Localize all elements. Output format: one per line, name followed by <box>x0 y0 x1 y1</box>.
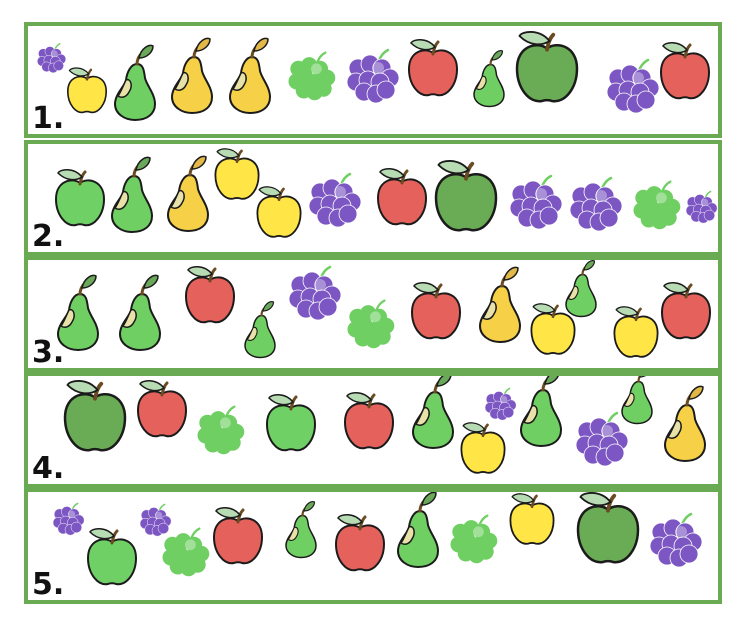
yellow-apple-icon <box>530 303 576 355</box>
purple-grapes-icon <box>649 512 703 568</box>
small-green-pear-icon <box>565 260 597 318</box>
red-apple-icon <box>212 507 264 565</box>
row-4: 4. <box>24 372 722 488</box>
yellow-pear-icon <box>228 37 272 115</box>
row-number: 4. <box>32 451 65 486</box>
row-2: 2. <box>24 140 722 256</box>
yellow-pear-icon <box>170 37 214 115</box>
small-purple-grapes-icon <box>685 190 718 224</box>
yellow-apple-icon <box>460 422 506 474</box>
large-dark-green-apple-icon <box>515 31 579 103</box>
green-pear-icon <box>519 376 563 448</box>
green-apple-icon <box>54 169 106 227</box>
green-pear-icon <box>110 156 154 234</box>
row-number: 3. <box>32 335 65 370</box>
red-apple-icon <box>184 266 236 324</box>
green-pear-icon <box>56 274 100 352</box>
small-purple-grapes-icon <box>52 502 85 536</box>
green-pear-icon <box>411 376 455 450</box>
yellow-pear-icon <box>478 266 522 344</box>
green-pear-icon <box>113 44 157 122</box>
small-green-pear-icon <box>621 376 653 425</box>
yellow-apple-icon <box>509 493 555 545</box>
green-apple-icon <box>86 528 138 586</box>
red-apple-icon <box>376 168 428 226</box>
small-green-pear-icon <box>244 301 276 359</box>
large-dark-green-apple-icon <box>576 492 640 564</box>
row-5-fruits <box>52 492 703 586</box>
row-1: 1. <box>24 22 722 138</box>
large-dark-green-apple-icon <box>63 380 127 452</box>
row-1-fruits <box>37 31 711 122</box>
red-apple-icon <box>659 42 711 100</box>
purple-grapes-icon <box>606 58 660 114</box>
purple-grapes-icon <box>288 265 342 321</box>
purple-grapes-icon <box>575 411 629 467</box>
yellow-pear-icon <box>166 155 210 233</box>
small-green-pear-icon <box>473 50 505 108</box>
green-grapes-icon <box>197 405 245 455</box>
purple-grapes-icon <box>509 174 563 230</box>
red-apple-icon <box>136 380 188 438</box>
yellow-apple-icon <box>214 148 260 200</box>
red-apple-icon <box>343 392 395 450</box>
green-grapes-icon <box>347 299 395 349</box>
row-3: 3. <box>24 256 722 372</box>
red-apple-icon <box>660 282 712 340</box>
green-grapes-icon <box>450 514 498 564</box>
small-purple-grapes-icon <box>139 503 172 537</box>
yellow-apple-icon <box>256 186 302 238</box>
yellow-apple-icon <box>613 306 659 358</box>
purple-grapes-icon <box>346 48 400 104</box>
row-2-fruits <box>54 148 718 238</box>
small-purple-grapes-icon <box>484 387 517 421</box>
green-pear-icon <box>118 274 162 352</box>
small-green-pear-icon <box>285 501 317 559</box>
green-apple-icon <box>265 394 317 452</box>
red-apple-icon <box>407 39 459 97</box>
row-3-fruits <box>56 260 712 359</box>
red-apple-icon <box>334 514 386 572</box>
yellow-apple-icon <box>66 67 108 114</box>
row-4-fruits <box>63 376 707 474</box>
green-grapes-icon <box>162 527 210 577</box>
purple-grapes-icon <box>569 176 623 232</box>
green-pear-icon <box>396 492 440 569</box>
row-5: 5. <box>24 488 722 604</box>
row-number: 2. <box>32 219 65 254</box>
row-number: 1. <box>32 101 65 136</box>
green-grapes-icon <box>633 180 681 230</box>
row-number: 5. <box>32 567 65 602</box>
red-apple-icon <box>410 282 462 340</box>
yellow-pear-icon <box>663 385 707 463</box>
purple-grapes-icon <box>308 172 362 228</box>
large-dark-green-apple-icon <box>434 160 498 232</box>
green-grapes-icon <box>288 51 336 101</box>
small-purple-grapes-icon <box>37 43 67 74</box>
